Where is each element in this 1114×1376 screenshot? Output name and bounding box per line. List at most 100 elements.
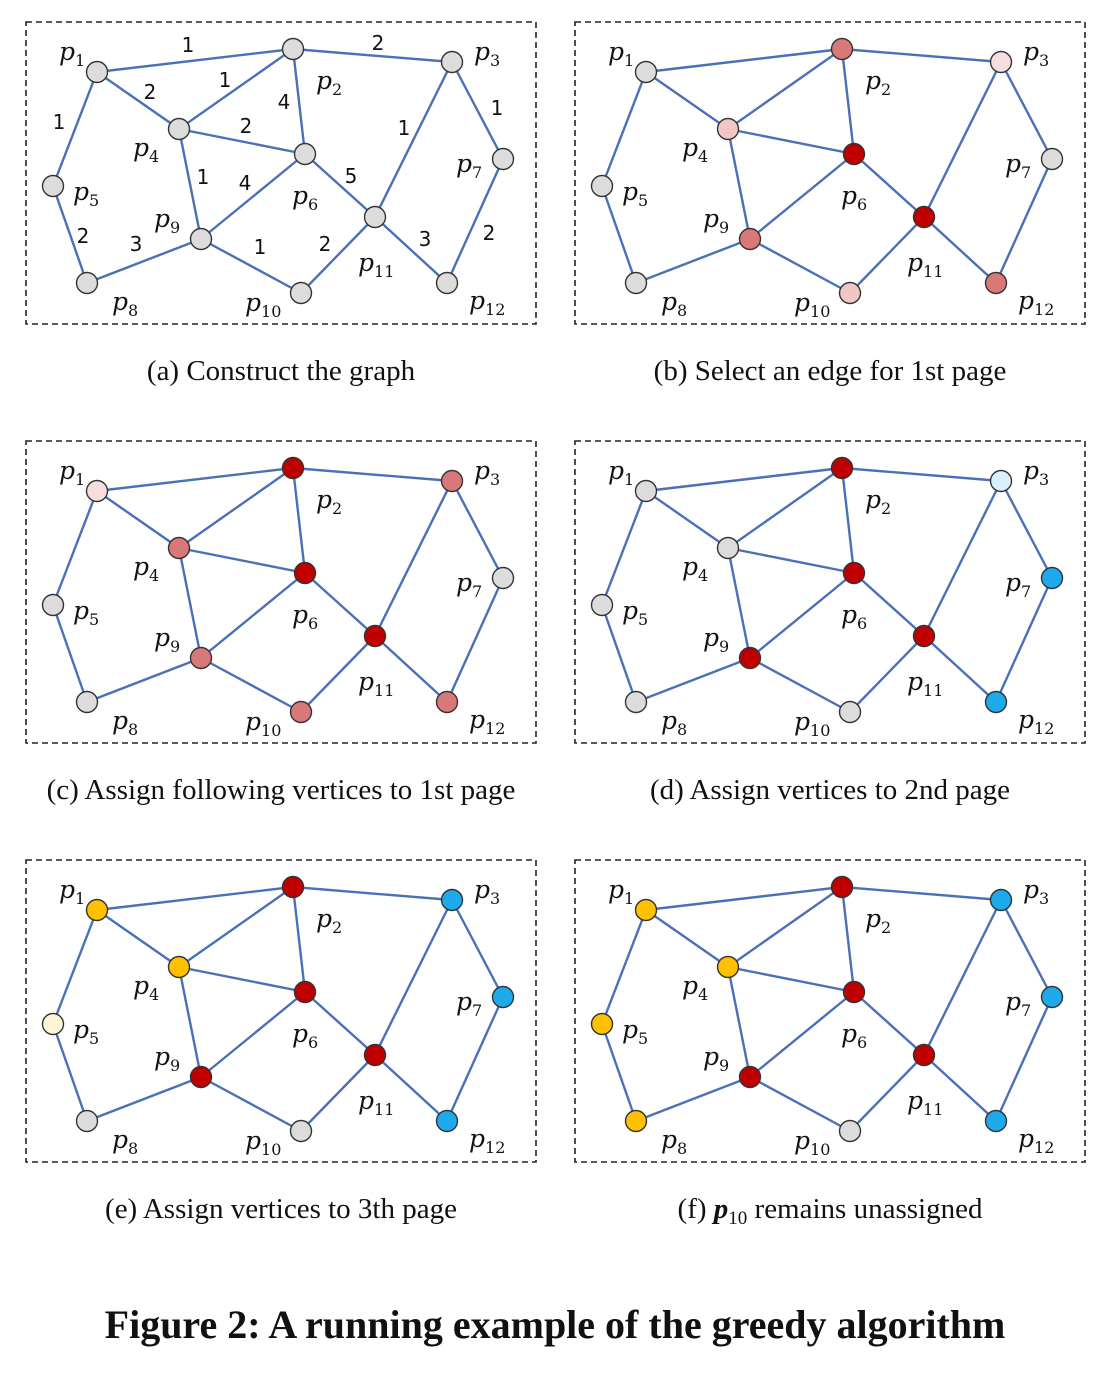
vertex-label-p11: p11 xyxy=(358,1086,394,1119)
vertex-letter: p xyxy=(474,37,490,66)
vertex-p4 xyxy=(167,955,191,979)
edge-p5-p8 xyxy=(51,1023,89,1122)
vertex-p2 xyxy=(830,875,854,899)
vertex-label-p2: p2 xyxy=(865,66,891,99)
vertex-p1 xyxy=(85,898,109,922)
vertex-letter: p xyxy=(73,1015,89,1044)
vertex-p5 xyxy=(590,174,614,198)
vertex-letter: p xyxy=(469,286,485,315)
edge-p9-p6 xyxy=(200,153,306,240)
vertex-letter: p xyxy=(703,204,719,233)
vertex-letter: p xyxy=(469,705,485,734)
figure-title: Figure 2: A running example of the greed… xyxy=(105,1302,1006,1347)
edge-weight-p3-p7: 1 xyxy=(491,96,504,120)
vertex-label-p3: p3 xyxy=(474,875,500,908)
edge-p1-p5 xyxy=(51,490,99,606)
vertex-label-p6: p6 xyxy=(292,600,318,633)
vertex-label-p5: p5 xyxy=(73,596,99,629)
vertex-p4 xyxy=(716,536,740,560)
vertex-letter: p xyxy=(358,1086,374,1115)
vertex-label-p4: p4 xyxy=(682,971,708,1004)
vertex-letter: p xyxy=(245,288,261,317)
vertex-label-p1: p1 xyxy=(59,875,85,908)
vertex-label-p7: p7 xyxy=(456,568,482,601)
vertex-p8 xyxy=(75,690,99,714)
vertex-subscript: 7 xyxy=(472,582,482,601)
edge-p3-p7 xyxy=(999,61,1054,160)
vertex-subscript: 11 xyxy=(923,262,943,281)
vertex-letter: p xyxy=(154,623,170,652)
vertex-label-p7: p7 xyxy=(1005,568,1031,601)
vertex-p4 xyxy=(716,955,740,979)
edge-p1-p4 xyxy=(96,71,180,130)
vertex-subscript: 7 xyxy=(1021,163,1031,182)
vertex-subscript: 9 xyxy=(719,218,729,237)
vertex-subscript: 2 xyxy=(332,918,342,937)
edge-p6-p11 xyxy=(853,572,925,637)
vertex-subscript: 4 xyxy=(149,147,159,166)
vertex-subscript: 6 xyxy=(308,1033,318,1052)
vertex-subscript: 11 xyxy=(923,681,943,700)
vertex-subscript: 2 xyxy=(881,499,891,518)
vertex-p5 xyxy=(41,593,65,617)
vertex-letter: p xyxy=(474,456,490,485)
vertex-subscript: 10 xyxy=(261,721,281,740)
panel-frame xyxy=(25,859,537,1163)
vertex-letter: p xyxy=(1018,286,1034,315)
edge-p2-p3 xyxy=(841,885,1002,902)
vertex-label-p6: p6 xyxy=(841,600,867,633)
vertex-label-p8: p8 xyxy=(112,287,138,320)
edge-p10-p11 xyxy=(300,1054,376,1132)
edge-p1-p5 xyxy=(600,909,648,1025)
vertex-label-p1: p1 xyxy=(608,875,634,908)
edge-p7-p12 xyxy=(994,577,1054,703)
vertex-label-p1: p1 xyxy=(608,456,634,489)
vertex-p1 xyxy=(634,898,658,922)
vertex-letter: p xyxy=(841,600,857,629)
vertex-label-p3: p3 xyxy=(1023,456,1049,489)
vertex-label-p6: p6 xyxy=(841,181,867,214)
vertex-label-p9: p9 xyxy=(703,204,729,237)
vertex-letter: p xyxy=(1023,456,1039,485)
vertex-label-p3: p3 xyxy=(474,37,500,70)
vertex-p2 xyxy=(281,37,305,61)
vertex-letter: p xyxy=(622,1015,638,1044)
edge-p10-p11 xyxy=(300,635,376,713)
vertex-label-p12: p12 xyxy=(469,286,505,319)
vertex-p6 xyxy=(293,561,317,585)
vertex-letter: p xyxy=(608,875,624,904)
edge-p6-p11 xyxy=(853,153,925,218)
vertex-p3 xyxy=(989,469,1013,493)
edge-p9-p10 xyxy=(200,237,302,295)
edge-p1-p2 xyxy=(96,466,294,493)
edge-p4-p6 xyxy=(727,546,855,575)
vertex-label-p3: p3 xyxy=(474,456,500,489)
vertex-letter: p xyxy=(112,706,128,735)
vertex-letter: p xyxy=(703,1042,719,1071)
edge-p10-p11 xyxy=(849,635,925,713)
vertex-subscript: 1 xyxy=(624,889,634,908)
edge-p9-p10 xyxy=(749,237,851,295)
edge-p3-p7 xyxy=(999,480,1054,579)
vertex-letter: p xyxy=(1023,875,1039,904)
vertex-subscript: 11 xyxy=(374,1100,394,1119)
edge-weight-p1-p4: 2 xyxy=(144,80,157,104)
edge-p5-p8 xyxy=(51,604,89,703)
vertex-label-p7: p7 xyxy=(1005,987,1031,1020)
edge-p11-p12 xyxy=(374,1054,448,1122)
vertex-p6 xyxy=(293,142,317,166)
edge-p11-p3 xyxy=(922,899,1003,1056)
vertex-letter: p xyxy=(456,149,472,178)
vertex-subscript: 9 xyxy=(170,1056,180,1075)
edge-p11-p3 xyxy=(922,480,1003,637)
vertex-p6 xyxy=(842,980,866,1004)
vertex-letter: p xyxy=(865,904,881,933)
vertex-label-p8: p8 xyxy=(661,287,687,320)
edge-p2-p6 xyxy=(840,48,856,155)
vertex-letter: p xyxy=(865,66,881,95)
vertex-p7 xyxy=(491,566,515,590)
vertex-subscript: 5 xyxy=(89,610,99,629)
